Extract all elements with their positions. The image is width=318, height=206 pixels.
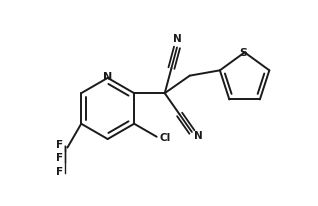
Text: F: F [56, 140, 63, 150]
Text: Cl: Cl [160, 133, 171, 143]
Text: N: N [103, 72, 112, 82]
Text: S: S [239, 48, 247, 59]
Text: N: N [194, 131, 203, 141]
Text: N: N [173, 34, 182, 44]
Text: F: F [56, 153, 63, 164]
Text: F: F [56, 167, 63, 177]
